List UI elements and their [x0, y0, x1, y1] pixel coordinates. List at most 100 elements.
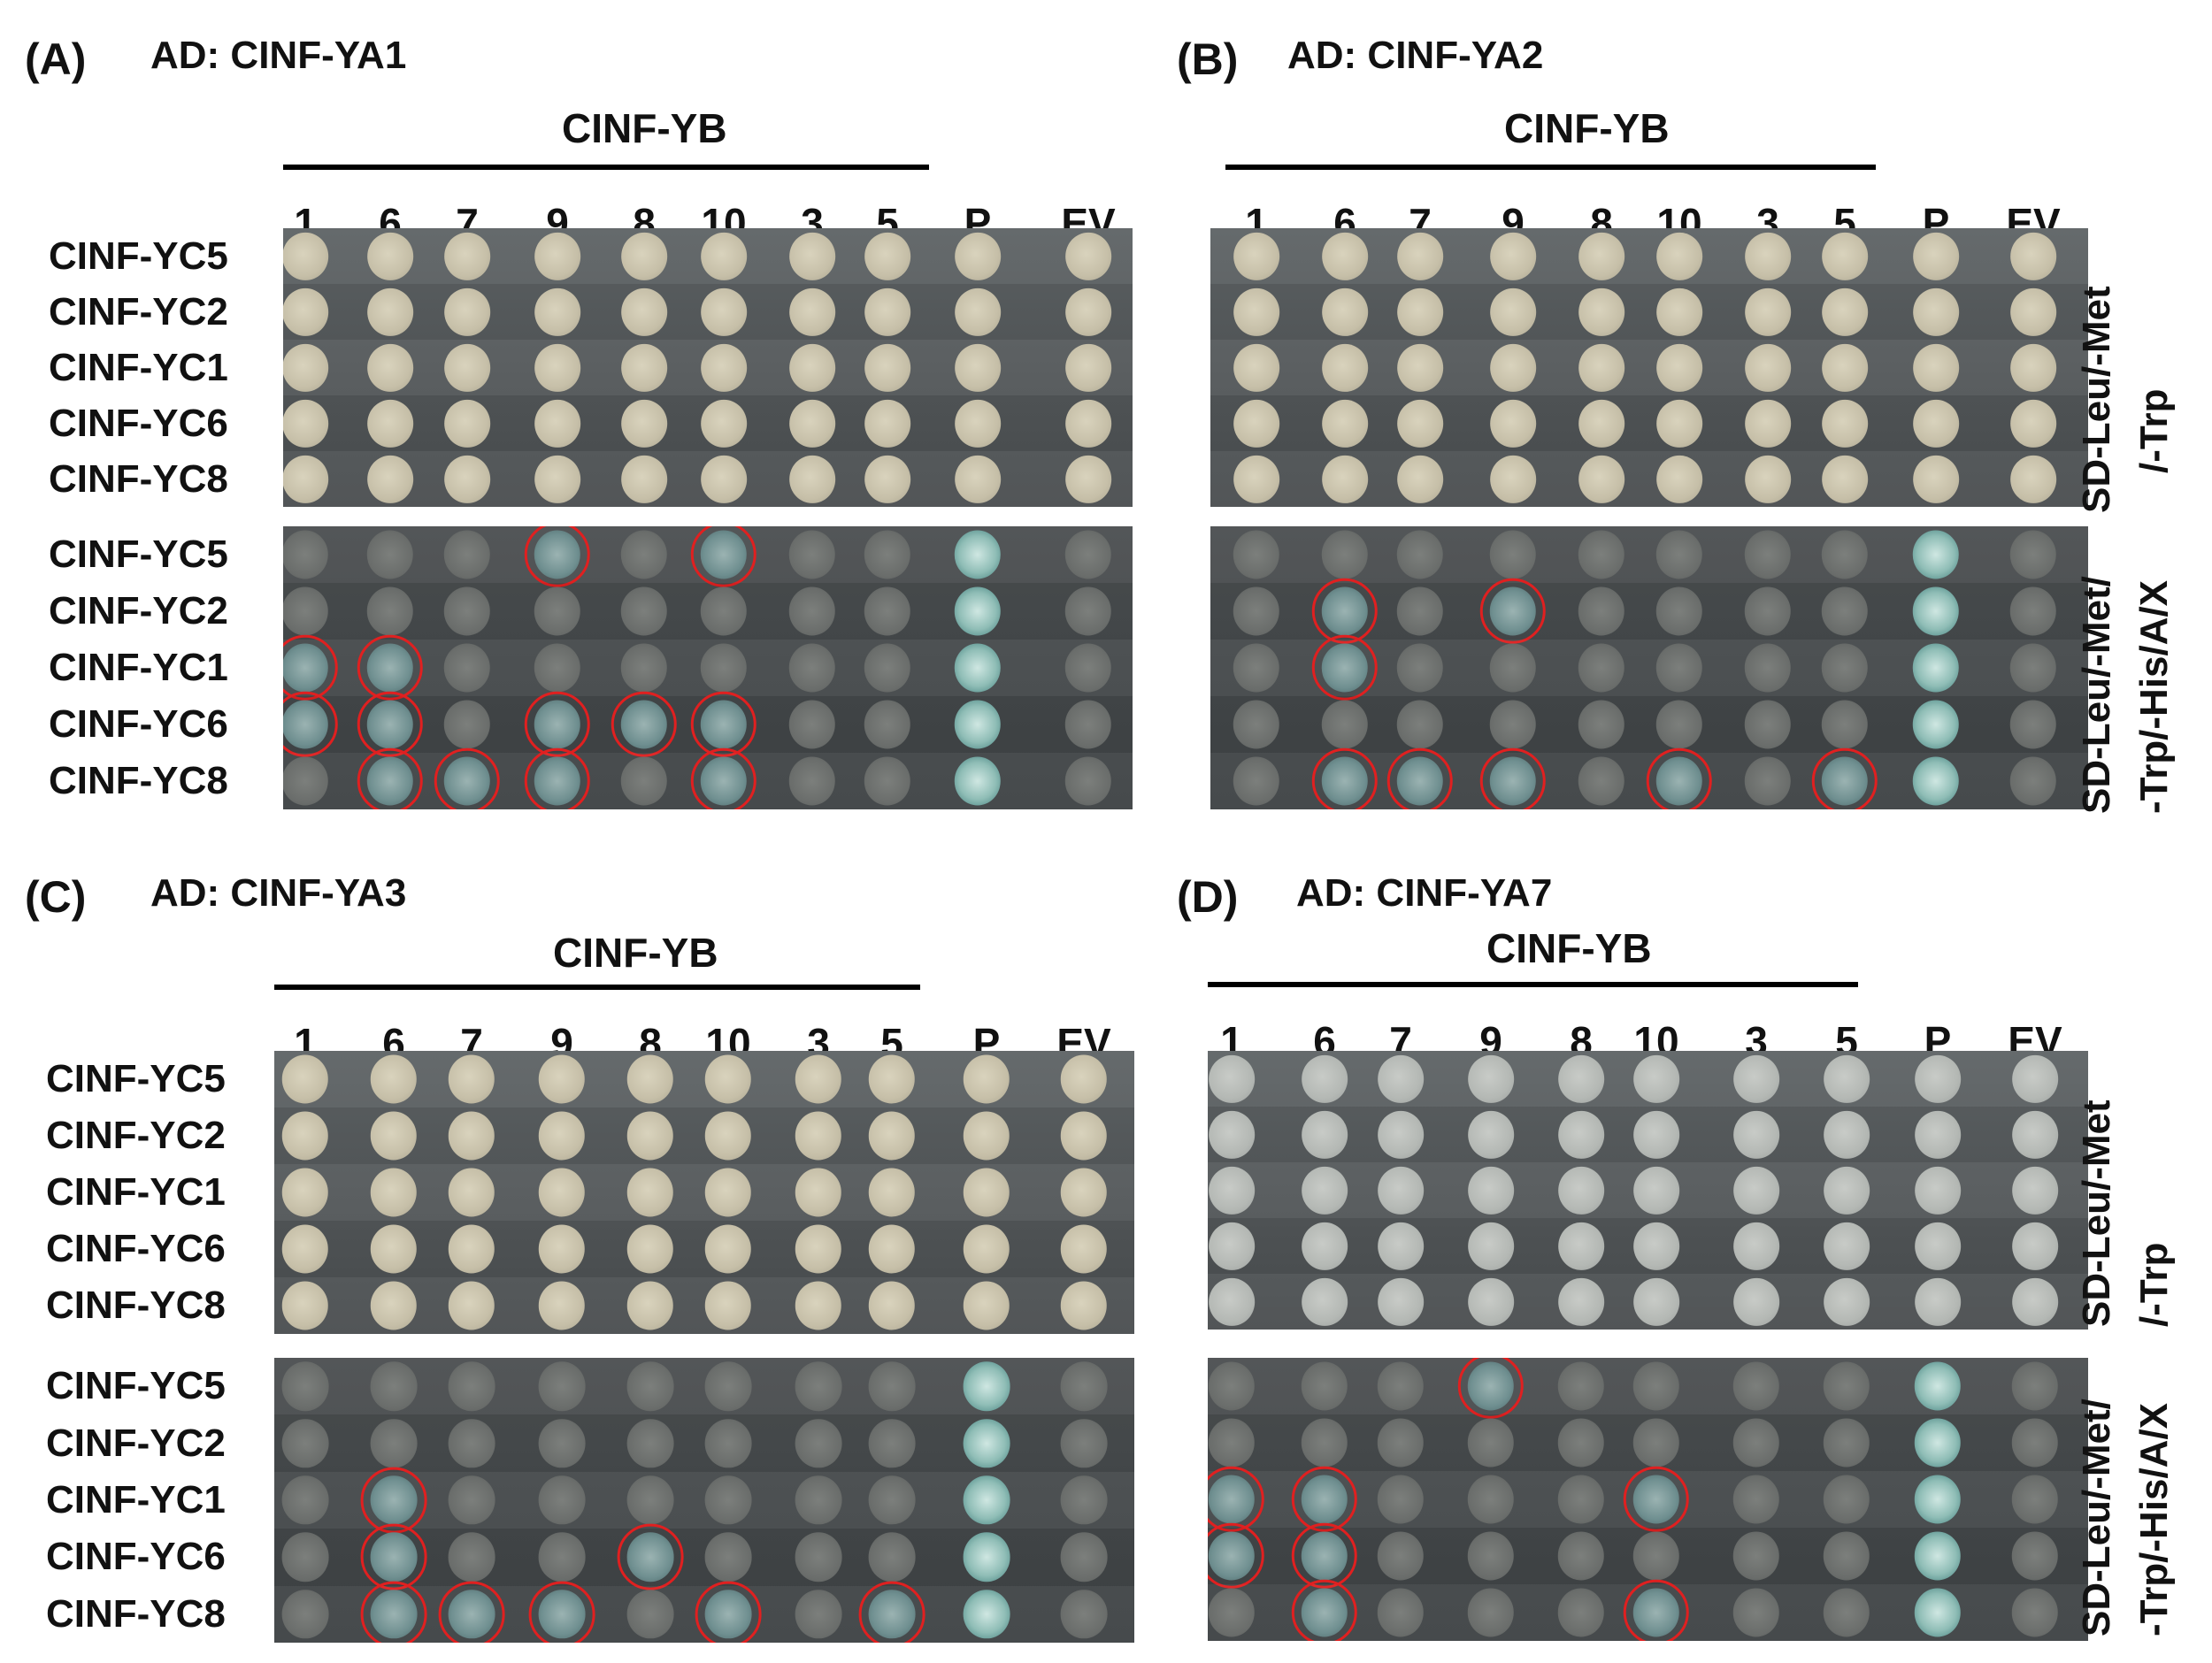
- yeast-colony: [626, 1475, 674, 1525]
- positive-interaction-circle: [438, 1581, 505, 1643]
- yeast-colony: [1578, 530, 1625, 579]
- selective-plate: [1210, 228, 2088, 507]
- yeast-colony: [1744, 756, 1792, 806]
- yeast-colony: [538, 1532, 586, 1583]
- positive-interaction-circle: [1208, 1522, 1265, 1590]
- positive-interaction-circle: [858, 1581, 926, 1643]
- yeast-colony: [1732, 1475, 1780, 1524]
- yeast-colony: [1396, 643, 1444, 693]
- row-label: CINF-YC5: [49, 533, 228, 576]
- yeast-colony: [1377, 1588, 1425, 1637]
- yeast-colony: [1208, 1588, 1256, 1637]
- yeast-colony: [1821, 643, 1869, 693]
- panel-letter: (B): [1177, 34, 1239, 84]
- yeast-colony: [1301, 1361, 1348, 1411]
- yeast-colony: [1633, 1054, 1679, 1103]
- yeast-colony: [704, 1532, 752, 1583]
- yeast-colony: [366, 586, 414, 636]
- yeast-colony: [1633, 1222, 1679, 1270]
- yeast-colony: [626, 1111, 674, 1161]
- yeast-colony: [2012, 1222, 2058, 1270]
- yeast-colony: [1490, 287, 1536, 336]
- yeast-colony: [283, 232, 328, 280]
- yeast-colony: [788, 643, 836, 693]
- yeast-colony: [1489, 700, 1537, 749]
- yeast-colony: [1912, 700, 1960, 749]
- yeast-colony: [1322, 287, 1368, 336]
- yeast-colony: [1656, 455, 1702, 503]
- yeast-colony: [1821, 700, 1869, 749]
- yeast-colony: [963, 1590, 1010, 1639]
- yeast-colony: [2010, 399, 2056, 448]
- media-label-selective: /-Trp: [2132, 1242, 2176, 1327]
- yeast-colony: [1578, 643, 1625, 693]
- yeast-colony: [448, 1168, 495, 1217]
- yeast-colony: [1396, 700, 1444, 749]
- row-label: CINF-YC6: [46, 1227, 226, 1270]
- yeast-colony: [1915, 1054, 1961, 1103]
- yeast-colony: [795, 1475, 842, 1525]
- xgal-plate: [1210, 526, 2088, 809]
- yeast-colony: [1732, 1531, 1780, 1581]
- yeast-colony: [1632, 1361, 1680, 1411]
- xgal-plate: [1208, 1358, 2088, 1641]
- yeast-colony: [1233, 756, 1280, 806]
- yeast-colony: [1744, 530, 1792, 579]
- yeast-colony: [963, 1418, 1010, 1468]
- yeast-colony: [448, 1532, 495, 1583]
- yeast-colony: [954, 586, 1002, 636]
- row-label: CINF-YC5: [46, 1364, 226, 1408]
- yb-header: CINF-YB: [1486, 925, 1652, 971]
- yeast-colony: [443, 586, 491, 636]
- yeast-colony: [281, 1418, 329, 1468]
- row-label: CINF-YC6: [49, 702, 228, 746]
- yeast-colony: [367, 343, 413, 392]
- yeast-colony: [2010, 343, 2056, 392]
- yeast-colony: [868, 1224, 916, 1274]
- yeast-colony: [1578, 287, 1624, 336]
- yeast-colony: [955, 455, 1001, 503]
- row-label: CINF-YC2: [46, 1114, 226, 1157]
- yeast-colony: [1490, 232, 1536, 280]
- yeast-colony: [1060, 1281, 1108, 1330]
- yeast-colony: [1633, 1110, 1679, 1159]
- row-label: CINF-YC1: [49, 345, 228, 389]
- yeast-colony: [1578, 586, 1625, 636]
- yeast-colony: [448, 1361, 495, 1411]
- yeast-colony: [283, 530, 329, 579]
- yeast-colony: [1060, 1054, 1108, 1104]
- yeast-colony: [1633, 1277, 1679, 1326]
- yeast-colony: [281, 1475, 329, 1525]
- panel-letter: (C): [25, 872, 87, 922]
- yeast-colony: [283, 343, 328, 392]
- yeast-colony: [621, 287, 667, 336]
- yeast-colony: [281, 1224, 329, 1274]
- yeast-colony: [1065, 287, 1111, 336]
- row-label: CINF-YC2: [49, 289, 228, 333]
- yeast-colony: [1060, 1168, 1108, 1217]
- yeast-colony: [868, 1361, 916, 1411]
- yeast-colony: [538, 1418, 586, 1468]
- yeast-colony: [2011, 1418, 2059, 1468]
- yeast-colony: [1065, 232, 1111, 280]
- yeast-colony: [620, 756, 668, 806]
- yeast-colony: [534, 287, 580, 336]
- ad-bait-label: AD: CINF-YA1: [150, 34, 407, 77]
- yeast-colony: [1733, 1277, 1779, 1326]
- yeast-colony: [1558, 1054, 1604, 1103]
- yeast-colony: [448, 1281, 495, 1330]
- yeast-colony: [1557, 1418, 1605, 1468]
- yeast-colony: [1467, 1418, 1515, 1468]
- yeast-colony: [538, 1475, 586, 1525]
- yeast-colony: [788, 756, 836, 806]
- yeast-colony: [443, 700, 491, 749]
- yeast-colony: [2009, 530, 2057, 579]
- yeast-colony: [1822, 343, 1868, 392]
- yeast-colony: [1468, 1110, 1514, 1159]
- yeast-colony: [864, 343, 910, 392]
- yeast-colony: [620, 643, 668, 693]
- yeast-colony: [868, 1418, 916, 1468]
- yeast-colony: [448, 1418, 495, 1468]
- row-label: CINF-YC1: [49, 646, 228, 689]
- xgal-plate: [283, 526, 1133, 809]
